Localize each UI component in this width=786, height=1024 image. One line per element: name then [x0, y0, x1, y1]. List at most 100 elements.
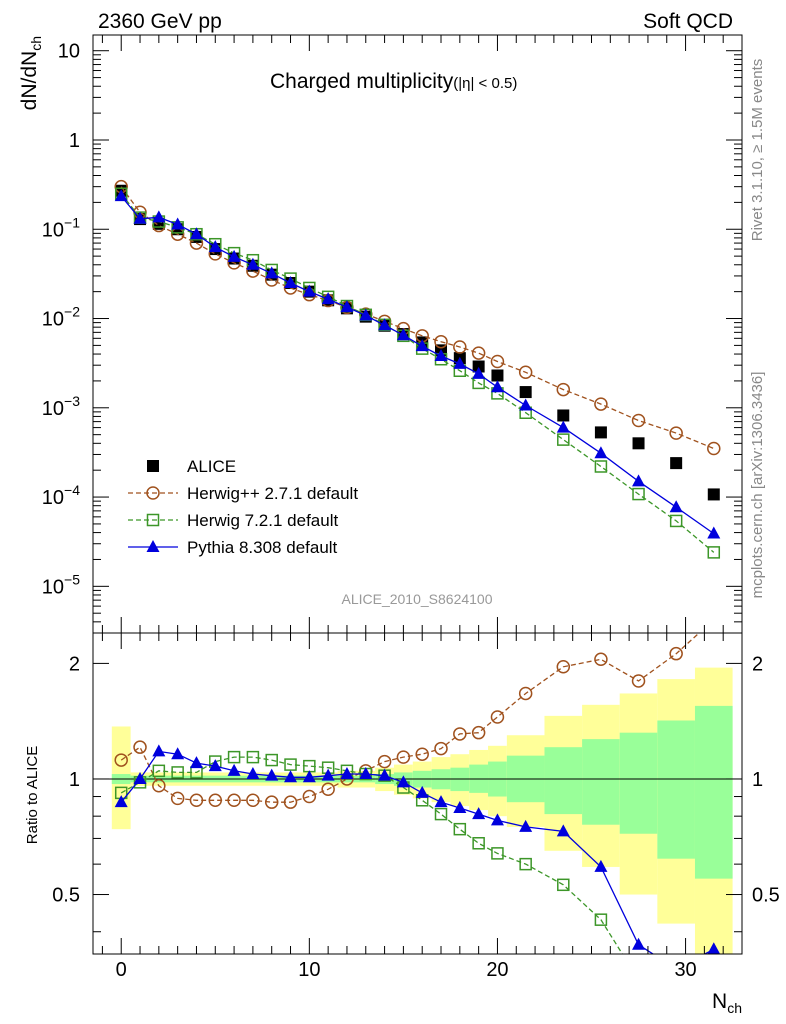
- legend-label-alice: ALICE: [187, 457, 236, 476]
- pythia-8-308-default-point: [340, 300, 354, 313]
- y-tick-label: 10: [58, 41, 80, 63]
- pythia-8-308-default-point: [415, 339, 429, 352]
- ratio-frame: [92, 632, 743, 955]
- pythia-8-308-default-point: [472, 366, 486, 379]
- main-ylabel-sub: ch: [28, 36, 44, 51]
- pythia-8-308-default-point: [152, 210, 166, 223]
- ratio-xlabel-sub: ch: [727, 1000, 742, 1016]
- pythia-8-308-default-point: [378, 318, 392, 331]
- pythia-8-308-default-point: [707, 942, 721, 954]
- pythia-8-308-default-point: [208, 759, 222, 772]
- y-tick-label: 10−5: [42, 571, 80, 598]
- ratio-y-tick-label-right: 0.5: [752, 885, 780, 907]
- pythia-8-308-default-point: [519, 398, 533, 411]
- herwig-2-7-1-default-point: [631, 413, 646, 428]
- ratio-y-tick-label-right: 2: [752, 653, 763, 675]
- pythia-8-308-default-point: [284, 770, 298, 783]
- herwig-2-7-1-default-point: [594, 397, 608, 411]
- herwig-2-7-1-default-point: [283, 795, 298, 809]
- herwig-2-7-1-default-point: [490, 354, 505, 369]
- pythia-8-308-default-point: [556, 420, 570, 433]
- herwig-2-7-1-default-point: [669, 426, 683, 440]
- legend-marker-alice: [147, 460, 159, 472]
- herwig-7-2-1-default-point: [152, 764, 166, 778]
- pythia-8-308-default-point: [396, 328, 410, 341]
- herwig-7-2-1-default-point: [491, 847, 504, 860]
- herwig-2-7-1-default-point: [264, 795, 279, 809]
- pythia-8-308-default-point: [321, 768, 335, 781]
- energy-label: 2360 GeV pp: [98, 10, 222, 33]
- pythia-8-308-default-point: [472, 807, 486, 820]
- y-tick-label: 10−2: [42, 304, 80, 331]
- legend-label-herwig-2-7-1-default: Herwig++ 2.7.1 default: [187, 484, 358, 503]
- herwig-7-2-1-default-point: [557, 433, 570, 446]
- ratio-ylabel: Ratio to ALICE: [24, 746, 41, 844]
- pythia-8-308-default-point: [246, 257, 260, 270]
- pythia-8-308-default-point: [396, 775, 410, 788]
- ratio-y-tick-label-right: 1: [752, 769, 763, 791]
- ratio-y-tick-label: 2: [69, 653, 80, 675]
- band-green: [694, 705, 733, 879]
- herwig-7-2-1-default-point: [284, 758, 297, 771]
- x-tick-label: 20: [486, 959, 508, 981]
- herwig-2-7-1-default-point: [114, 753, 128, 767]
- pythia-8-308-default-point: [453, 356, 467, 369]
- ratio-xlabel: Nch: [712, 990, 742, 1016]
- pythia-8-308-default-point: [378, 768, 392, 781]
- herwig-7-2-1-default-point: [557, 878, 570, 892]
- pythia-8-308-default-point: [302, 284, 316, 297]
- pythia-8-308-default-point: [519, 819, 533, 832]
- pythia-8-308-default-point: [171, 217, 185, 230]
- pythia-8-308-default-point: [359, 767, 373, 780]
- pythia-8-308-default-point: [152, 744, 166, 757]
- herwig-7-2-1-default-line: [120, 756, 624, 954]
- pythia-8-308-default-point: [556, 824, 570, 837]
- pythia-8-308-default-point: [669, 500, 683, 513]
- y-tick-label: 1: [69, 130, 80, 152]
- main-title: Charged multiplicity(|η| < 0.5): [270, 70, 517, 93]
- x-tick-label: 10: [298, 959, 320, 981]
- herwig-2-7-1-default-line: [120, 186, 715, 450]
- pythia-8-308-default-point: [434, 349, 448, 362]
- alice-point: [472, 360, 485, 373]
- ratio-xlabel-text: N: [712, 990, 727, 1013]
- pythia-8-308-default-point: [434, 795, 448, 808]
- band-green: [657, 720, 695, 859]
- herwig-7-2-1-default-point: [669, 514, 683, 528]
- y-tick-label: 10−4: [42, 482, 80, 509]
- pythia-8-308-default-point: [359, 308, 373, 321]
- herwig-2-7-1-default-point: [518, 365, 533, 380]
- category-label: Soft QCD: [643, 10, 733, 33]
- main-ylabel: dN/dNch: [18, 36, 44, 110]
- herwig-2-7-1-default-point: [453, 727, 467, 741]
- alice-point: [707, 488, 720, 501]
- pythia-8-308-default-point: [208, 240, 222, 253]
- herwig-2-7-1-default-point: [556, 660, 571, 674]
- herwig-2-7-1-default-point: [170, 791, 185, 806]
- alice-point: [557, 409, 570, 422]
- herwig-2-7-1-default-point: [189, 793, 204, 808]
- pythia-8-308-default-point: [189, 756, 203, 769]
- rivet-version-label: Rivet 3.1.10, ≥ 1.5M events: [749, 59, 766, 242]
- herwig-7-2-1-default-point: [632, 487, 645, 501]
- mcplots-label: mcplots.cern.ch [arXiv:1306.3436]: [749, 372, 766, 599]
- ratio-y-tick-label: 1: [69, 769, 80, 791]
- ratio-axes: 2 2 1 1 0.5 0.5 0 10 20 30: [52, 633, 780, 981]
- pythia-8-308-default-point: [114, 795, 128, 808]
- legend-marker-herwig-7-2-1-default: [146, 513, 160, 527]
- herwig-2-7-1-default-point: [594, 652, 608, 667]
- uncertainty-bands: [93, 667, 742, 954]
- herwig-2-7-1-default-point: [453, 340, 467, 354]
- pythia-8-308-default-point: [707, 526, 721, 539]
- herwig-7-2-1-default-point: [246, 750, 260, 764]
- herwig-2-7-1-default-point: [133, 740, 147, 754]
- main-ylabel-text: dN/dN: [18, 51, 41, 111]
- herwig-7-2-1-default-point: [265, 753, 278, 767]
- herwig-7-2-1-default-point: [594, 913, 608, 926]
- herwig-2-7-1-default-point: [377, 754, 392, 769]
- pythia-8-308-default-point: [189, 227, 203, 240]
- band-green: [619, 732, 658, 834]
- pythia-8-308-default-point: [171, 747, 185, 760]
- band-green: [582, 739, 620, 825]
